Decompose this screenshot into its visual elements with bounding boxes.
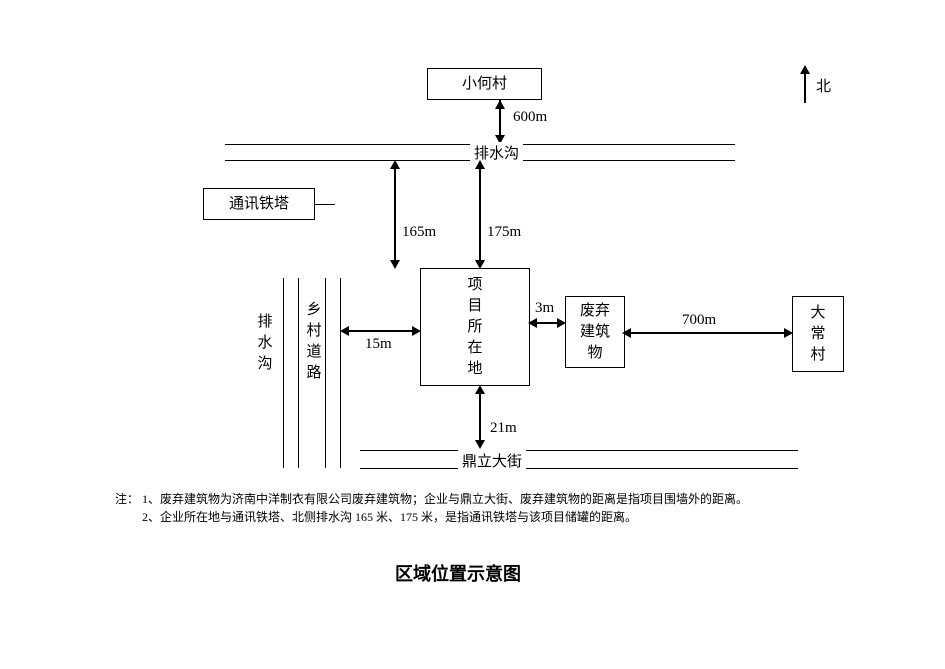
box-dachang-village: 大常村 (792, 296, 844, 372)
arrow-700m-left (622, 328, 631, 338)
xiaohe-label: 小何村 (462, 76, 507, 93)
country-road-line-l (325, 278, 326, 468)
north-arrow-head (800, 65, 810, 74)
dist-175m: 175m (487, 224, 521, 241)
box-xiaohe-village: 小何村 (427, 68, 542, 100)
dachang-label: 大常村 (809, 303, 827, 366)
dingli-street-label: 鼎立大街 (458, 450, 526, 471)
box-abandoned-building: 废弃建筑物 (565, 296, 625, 368)
tower-stub (315, 204, 335, 205)
dist-3m: 3m (535, 300, 554, 317)
arrow-3m-left (528, 318, 537, 328)
arrow-21m-shaft (479, 388, 481, 446)
notes-block: 注： 1、废弃建筑物为济南中洋制衣有限公司废弃建筑物；企业与鼎立大街、废弃建筑物… (115, 490, 875, 526)
box-comm-tower: 通讯铁塔 (203, 188, 315, 220)
arrow-700m-shaft (625, 332, 790, 334)
arrow-165m-shaft (394, 165, 396, 267)
notes-line2: 2、企业所在地与通讯铁塔、北侧排水沟 165 米、175 米，是指通讯铁塔与该项… (142, 510, 637, 524)
arrow-165m-down (390, 260, 400, 269)
country-road-label: 乡村道路 (305, 300, 323, 384)
arrow-165m-up (390, 160, 400, 169)
notes-prefix: 注： (115, 492, 139, 506)
diagram-title: 区域位置示意图 (395, 560, 521, 586)
box-project-site: 项目所在地 (420, 268, 530, 386)
dingli-street-bottom (360, 468, 798, 469)
north-label: 北 (816, 75, 831, 96)
arrow-700m-right (784, 328, 793, 338)
arrow-15m-shaft (345, 330, 418, 332)
arrow-3m-right (557, 318, 566, 328)
dist-165m: 165m (402, 224, 436, 241)
west-drain-line-r (298, 278, 299, 468)
notes-line1: 1、废弃建筑物为济南中洋制衣有限公司废弃建筑物；企业与鼎立大街、废弃建筑物的距离… (142, 492, 748, 506)
arrow-175m-up (475, 160, 485, 169)
dist-600m: 600m (513, 109, 547, 126)
west-drain-label: 排水沟 (256, 312, 274, 375)
arrow-21m-up (475, 385, 485, 394)
country-road-line-r (340, 278, 341, 468)
dist-15m: 15m (365, 336, 392, 353)
dist-21m: 21m (490, 420, 517, 437)
dist-700m: 700m (682, 312, 716, 329)
arrow-15m-left (340, 326, 349, 336)
arrow-21m-down (475, 440, 485, 449)
west-drain-line-l (283, 278, 284, 468)
tower-label: 通讯铁塔 (229, 196, 289, 213)
north-arrow-shaft (804, 73, 806, 103)
dingli-street-top (360, 450, 798, 451)
arrow-600m-head-up (495, 100, 505, 109)
project-site-label: 项目所在地 (466, 275, 484, 380)
arrow-175m-shaft (479, 165, 481, 267)
abandoned-label: 废弃建筑物 (577, 301, 613, 364)
arrow-15m-right (412, 326, 421, 336)
diagram-canvas: 北 小何村 600m 排水沟 通讯铁塔 165m 175m 项目所在地 废弃建筑… (0, 0, 945, 669)
